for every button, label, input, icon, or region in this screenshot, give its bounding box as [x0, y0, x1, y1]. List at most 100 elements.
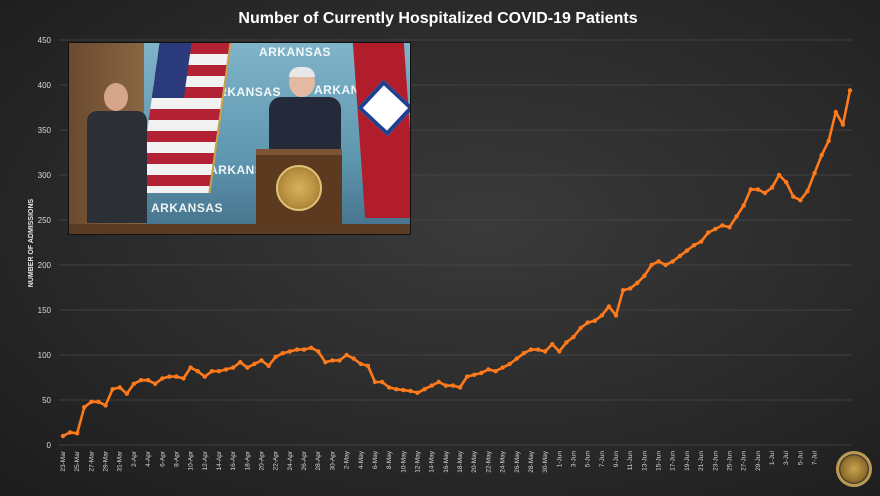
data-point — [776, 172, 782, 178]
data-point — [535, 347, 541, 352]
data-point — [670, 259, 675, 264]
data-point — [677, 253, 683, 259]
x-tick-label: 7-Jun — [599, 451, 606, 468]
data-point — [557, 349, 562, 354]
data-point — [691, 243, 697, 248]
data-point — [351, 356, 356, 361]
data-point — [89, 399, 94, 404]
x-tick-label: 1-Jul — [769, 450, 776, 465]
x-tick-label: 27-Jun — [741, 451, 748, 471]
data-point — [330, 358, 335, 363]
data-point — [415, 390, 420, 395]
data-point — [422, 387, 427, 392]
x-tick-label: 18-May — [457, 450, 464, 472]
data-point — [507, 361, 512, 367]
y-tick-label: 50 — [42, 396, 51, 405]
data-point — [117, 385, 122, 390]
data-point — [493, 369, 498, 374]
data-point — [436, 379, 441, 385]
x-tick-label: 23-Jun — [712, 451, 719, 471]
data-point — [542, 349, 548, 354]
x-tick-label: 11-Jun — [627, 451, 634, 471]
data-point — [642, 273, 647, 278]
data-point — [620, 288, 626, 293]
x-tick-label: 12-Apr — [202, 450, 209, 470]
backdrop-wordmark: ARKANSAS — [151, 201, 224, 215]
x-tick-label: 26-May — [514, 450, 521, 472]
data-point — [684, 248, 690, 253]
y-tick-label: 400 — [38, 81, 52, 90]
x-tick-label: 10-May — [400, 450, 407, 472]
data-point — [550, 342, 555, 347]
x-tick-label: 2-May — [344, 450, 351, 469]
x-tick-label: 8-May — [386, 450, 393, 469]
y-tick-label: 250 — [38, 216, 52, 225]
data-point — [167, 374, 172, 379]
x-tick-label: 20-Apr — [259, 450, 266, 470]
x-tick-label: 24-Apr — [287, 450, 294, 470]
data-point — [769, 185, 775, 190]
data-point — [663, 262, 668, 268]
data-point — [783, 180, 789, 185]
data-point — [443, 383, 449, 388]
data-point — [514, 356, 519, 361]
data-point — [223, 367, 229, 372]
data-point — [847, 88, 853, 93]
x-tick-label: 18-Apr — [244, 450, 251, 470]
data-point — [713, 226, 718, 232]
x-tick-label: 22-May — [485, 450, 492, 472]
data-point — [528, 347, 534, 352]
x-tick-label: 31-Mar — [117, 450, 124, 471]
data-point — [521, 351, 527, 356]
x-tick-label: 14-Apr — [216, 450, 223, 470]
x-tick-label: 3-Jul — [783, 450, 790, 465]
data-point — [174, 374, 179, 379]
data-point — [209, 369, 215, 374]
x-tick-label: 25-Jun — [726, 451, 733, 471]
state-seal-icon — [836, 451, 872, 487]
x-tick-label: 19-Jun — [684, 451, 691, 471]
data-point — [486, 367, 491, 372]
x-tick-label: 24-May — [500, 450, 507, 472]
series-path — [62, 90, 852, 438]
data-point — [216, 369, 222, 374]
data-point — [386, 385, 392, 390]
data-point — [755, 187, 761, 192]
x-tick-label: 5-Jun — [585, 451, 592, 468]
series-line — [60, 88, 853, 439]
data-point — [833, 109, 839, 115]
y-tick-label: 150 — [38, 306, 52, 315]
data-point — [67, 430, 73, 435]
data-point — [606, 304, 612, 309]
x-tick-label: 27-Mar — [88, 450, 95, 471]
data-point — [60, 433, 66, 439]
y-tick-label: 300 — [38, 171, 52, 180]
data-point — [202, 374, 208, 379]
x-tick-label: 6-May — [372, 450, 379, 469]
data-point — [720, 223, 725, 228]
video-inset: ARKANSAS ARKANSAS ARKANSAS ARKANSAS ARKA… — [68, 42, 411, 235]
data-point — [160, 376, 165, 381]
data-point — [826, 138, 831, 143]
x-tick-label: 7-Jul — [812, 450, 819, 465]
data-point — [698, 239, 704, 244]
data-point — [337, 358, 342, 363]
y-tick-label: 350 — [38, 126, 52, 135]
data-point — [145, 378, 151, 383]
speaker-figure — [259, 67, 349, 157]
data-point — [372, 379, 378, 385]
x-axis-ticks: 23-Mar 25-Mar 27-Mar 29-Mar 31-Mar 2-Apr 4-Apr… — [60, 450, 819, 473]
x-tick-label: 30-May — [542, 450, 549, 472]
data-point — [96, 399, 101, 404]
data-point — [457, 385, 463, 390]
x-tick-label: 4-May — [358, 450, 365, 469]
data-point — [152, 381, 158, 386]
interpreter-figure — [81, 83, 153, 223]
x-tick-label: 3-Jun — [570, 451, 577, 468]
x-tick-label: 12-May — [415, 450, 422, 472]
data-point — [365, 363, 371, 368]
data-point — [705, 230, 711, 235]
floor — [69, 224, 410, 234]
data-point — [344, 352, 349, 358]
